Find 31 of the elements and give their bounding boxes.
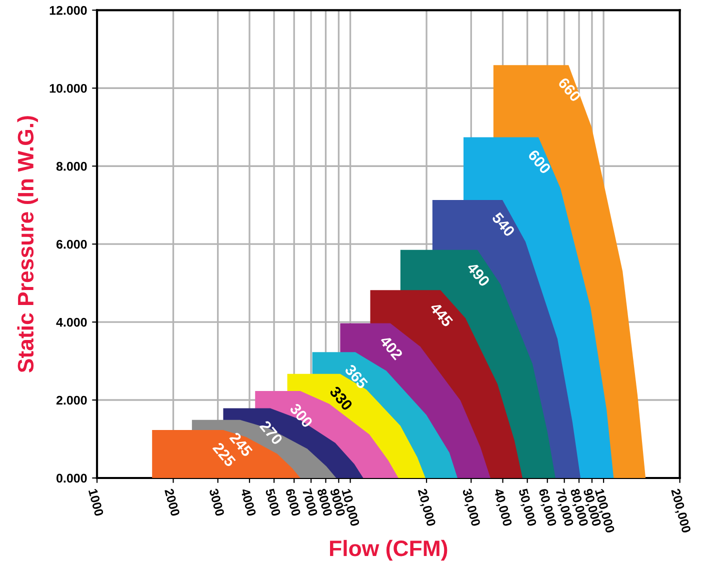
x-tick-label: 6000 <box>285 488 301 516</box>
x-tick-label: 3000 <box>209 488 225 516</box>
series-label: 540 <box>491 212 516 238</box>
y-tick-label: 0.000 <box>56 474 87 483</box>
series-label: 490 <box>466 261 490 288</box>
series-label: 270 <box>259 420 284 446</box>
x-tick-label: 4000 <box>240 488 256 516</box>
series-label: 300 <box>289 402 314 428</box>
y-tick-label: 6.000 <box>56 240 87 249</box>
x-tick-label: 60,000 <box>536 488 557 527</box>
x-tick-label: 2000 <box>164 488 180 516</box>
x-axis-title: Flow (CFM) <box>330 540 448 561</box>
x-tick-label: 20,000 <box>416 488 436 527</box>
series-label: 402 <box>379 334 404 360</box>
y-axis-title: Static Pressure (In W.G.) <box>17 116 38 372</box>
x-tick-label: 40,000 <box>492 488 512 527</box>
x-tick-label: 50,000 <box>516 488 537 527</box>
x-tick-label: 30,000 <box>460 488 481 527</box>
series-label: 445 <box>429 302 454 328</box>
x-tick-label: 8000 <box>316 488 332 516</box>
x-tick-label: 200,000 <box>669 488 692 534</box>
series-label: 660 <box>558 76 582 102</box>
x-tick-label: 7000 <box>302 488 318 516</box>
y-tick-label: 8.000 <box>56 162 87 171</box>
series-label: 600 <box>527 148 552 175</box>
x-tick-label: 5000 <box>265 488 281 516</box>
x-tick-label: 1000 <box>88 488 104 516</box>
y-tick-label: 4.000 <box>56 318 87 327</box>
y-tick-label: 12.000 <box>50 6 87 15</box>
y-tick-label: 2.000 <box>56 396 87 405</box>
y-tick-label: 10.000 <box>50 84 87 93</box>
